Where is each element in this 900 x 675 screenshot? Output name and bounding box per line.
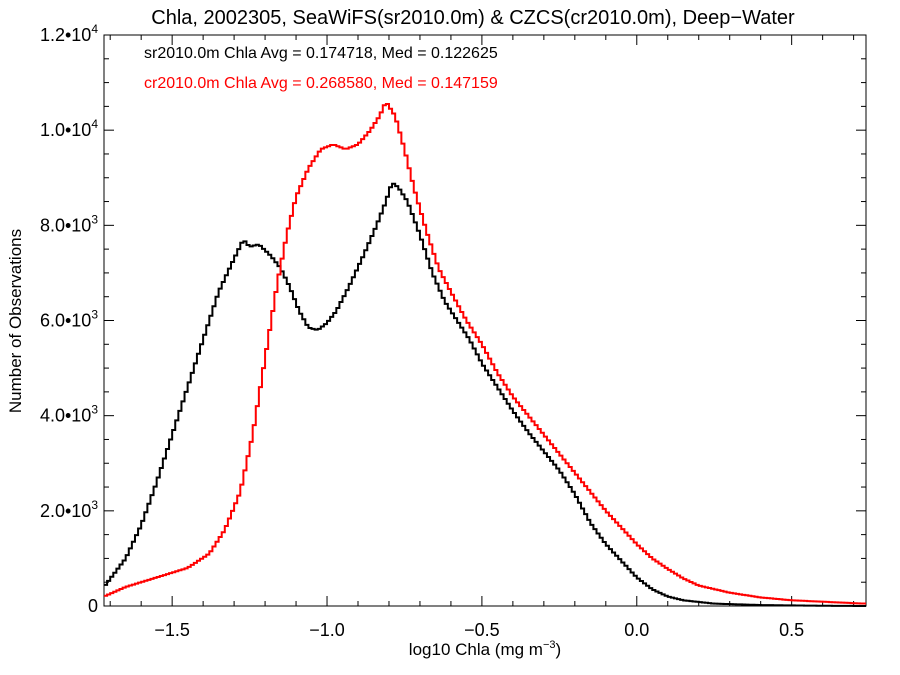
x-tick-label: 0.5	[779, 620, 804, 640]
y-tick-label: 4.0•103	[40, 403, 98, 426]
x-tick-label: −0.5	[464, 620, 500, 640]
series-line-0	[104, 182, 866, 607]
plot-frame-group	[103, 34, 867, 607]
y-tick-label-exponent: 4	[91, 22, 98, 36]
y-tick-label-mantissa: 1.0•10	[40, 120, 91, 140]
y-tick-label: 1.2•104	[40, 22, 98, 45]
series-group	[104, 103, 866, 607]
series-line-1	[104, 103, 866, 605]
y-tick-label: 8.0•103	[40, 212, 98, 235]
x-axis-title-main: log10 Chla (mg m	[409, 640, 543, 659]
y-tick-label-mantissa: 2.0•10	[40, 501, 91, 521]
y-tick-label-mantissa: 0	[88, 596, 98, 616]
annotations: sr2010.0m Chla Avg = 0.174718, Med = 0.1…	[144, 45, 498, 92]
y-tick-label-mantissa: 8.0•10	[40, 215, 91, 235]
y-tick-label-mantissa: 6.0•10	[40, 311, 91, 331]
y-tick-label: 2.0•103	[40, 498, 98, 521]
x-axis-title-close: )	[556, 640, 562, 659]
y-tick-label-exponent: 3	[91, 498, 98, 512]
y-axis-title: Number of Observations	[6, 229, 25, 413]
y-tick-label-exponent: 3	[91, 308, 98, 322]
annotation-0: sr2010.0m Chla Avg = 0.174718, Med = 0.1…	[144, 45, 498, 62]
y-tick-label-exponent: 4	[91, 117, 98, 131]
annotation-1: cr2010.0m Chla Avg = 0.268580, Med = 0.1…	[144, 75, 498, 92]
x-tick-label: −1.5	[154, 620, 190, 640]
y-tick-label: 0	[88, 596, 98, 616]
plot-frame	[103, 34, 867, 607]
x-axis-title: log10 Chla (mg m−3)	[409, 639, 561, 659]
x-axis: −1.5 −1.0 −0.5 0.0 0.5	[109, 35, 855, 640]
chart-title: Chla, 2002305, SeaWiFS(sr2010.0m) & CZCS…	[151, 7, 795, 29]
x-tick-label: 0.0	[624, 620, 649, 640]
x-axis-title-sup: −3	[543, 639, 556, 651]
y-axis: 02.0•1034.0•1036.0•1038.0•1031.0•1041.2•…	[40, 22, 866, 616]
y-tick-label-mantissa: 4.0•10	[40, 406, 91, 426]
y-tick-label-mantissa: 1.2•10	[40, 25, 91, 45]
y-tick-label-exponent: 3	[91, 212, 98, 226]
x-tick-label: −1.0	[309, 620, 345, 640]
y-tick-label: 1.0•104	[40, 117, 98, 140]
y-tick-label: 6.0•103	[40, 308, 98, 331]
y-tick-label-exponent: 3	[91, 403, 98, 417]
